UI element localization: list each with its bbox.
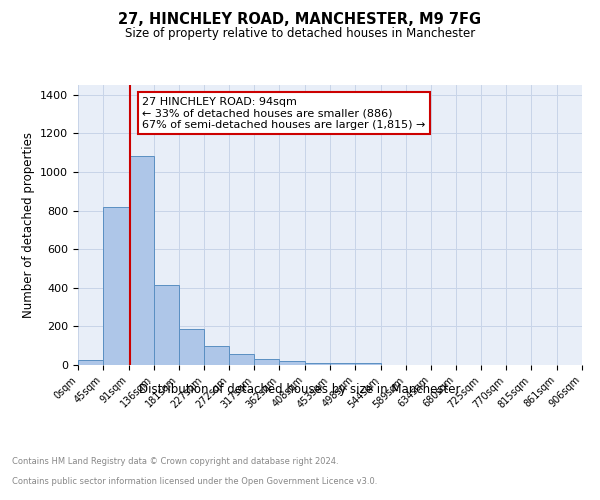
Bar [254, 358, 280, 365]
Text: 27, HINCHLEY ROAD, MANCHESTER, M9 7FG: 27, HINCHLEY ROAD, MANCHESTER, M9 7FG [118, 12, 482, 28]
Text: 27 HINCHLEY ROAD: 94sqm
← 33% of detached houses are smaller (886)
67% of semi-d: 27 HINCHLEY ROAD: 94sqm ← 33% of detache… [142, 96, 425, 130]
Bar [355, 363, 380, 365]
Bar [280, 361, 305, 365]
Text: Contains public sector information licensed under the Open Government Licence v3: Contains public sector information licen… [12, 478, 377, 486]
Bar [330, 363, 355, 365]
Bar [229, 354, 254, 365]
Text: Distribution of detached houses by size in Manchester: Distribution of detached houses by size … [139, 382, 461, 396]
Bar [103, 206, 128, 365]
Bar [204, 346, 229, 365]
Bar [179, 330, 204, 365]
Bar [78, 360, 103, 365]
Bar [305, 362, 330, 365]
Bar [128, 156, 154, 365]
Text: Contains HM Land Registry data © Crown copyright and database right 2024.: Contains HM Land Registry data © Crown c… [12, 458, 338, 466]
Bar [154, 285, 179, 365]
Y-axis label: Number of detached properties: Number of detached properties [22, 132, 35, 318]
Text: Size of property relative to detached houses in Manchester: Size of property relative to detached ho… [125, 28, 475, 40]
